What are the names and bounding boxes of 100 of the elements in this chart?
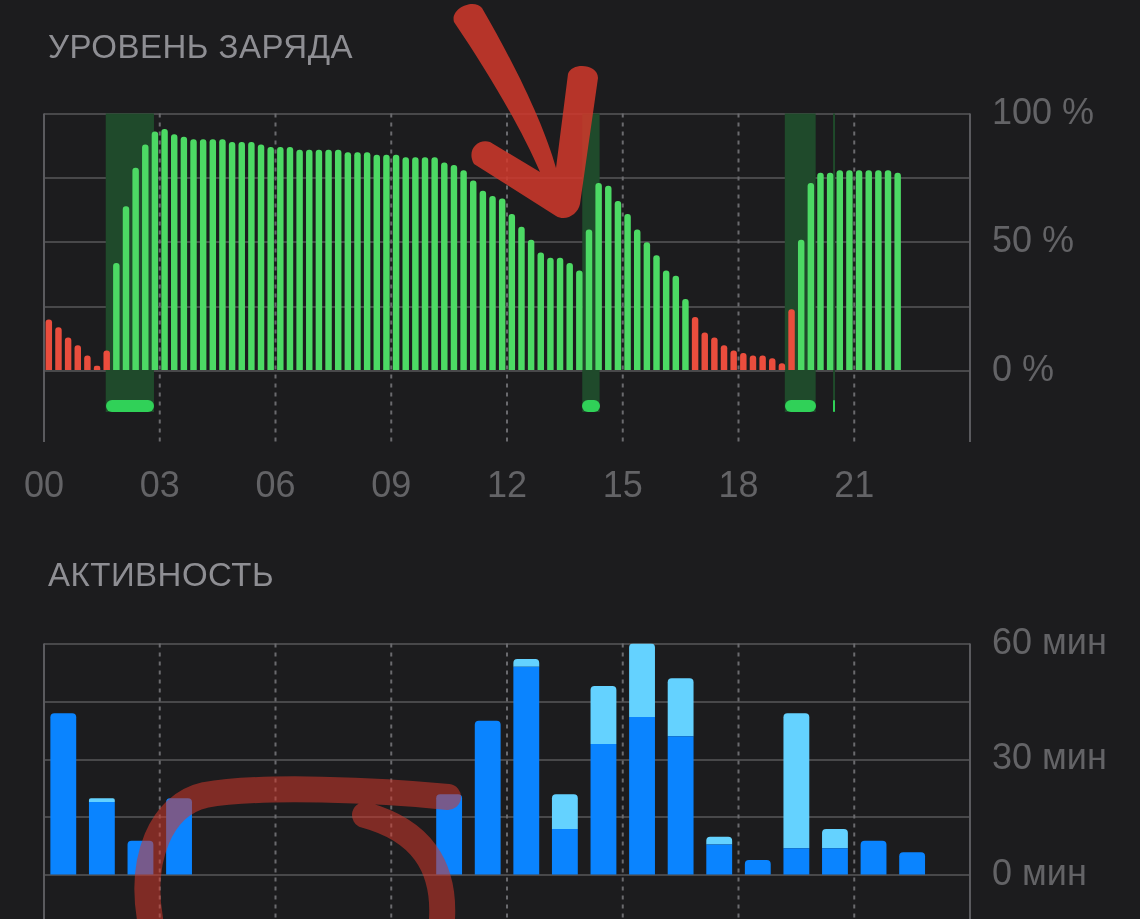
bar — [286, 147, 294, 370]
bar — [855, 170, 863, 370]
bar — [662, 270, 670, 370]
bar — [190, 139, 197, 370]
bar — [122, 206, 130, 370]
y-tick-label: 50 % — [992, 219, 1075, 261]
chart-title: АКТИВНОСТЬ — [48, 556, 275, 594]
bar — [730, 350, 737, 370]
bar — [633, 229, 641, 370]
bar — [363, 152, 371, 370]
bar — [899, 852, 926, 875]
bar — [875, 170, 882, 370]
bar — [88, 802, 115, 875]
bar — [219, 139, 226, 370]
bar — [537, 252, 544, 370]
bar — [846, 170, 853, 370]
bar — [474, 720, 501, 875]
bar — [667, 736, 694, 875]
bar — [624, 213, 631, 370]
y-tick-label: 30 мин — [992, 736, 1107, 778]
bar — [64, 337, 72, 370]
bar — [257, 144, 265, 370]
bar — [228, 141, 236, 370]
bar — [605, 185, 612, 370]
bar — [711, 337, 718, 370]
bar — [682, 298, 689, 370]
bar — [238, 141, 245, 370]
bar — [479, 190, 487, 370]
bar — [590, 686, 617, 745]
bar — [643, 242, 651, 370]
bar — [199, 139, 207, 370]
bar — [527, 239, 535, 370]
bar — [551, 794, 578, 830]
bar — [489, 195, 496, 370]
bar — [441, 162, 448, 370]
bar — [653, 255, 660, 370]
x-tick-label: 06 — [255, 463, 296, 505]
bar — [508, 213, 516, 370]
bar — [556, 257, 564, 370]
y-tick-label: 0 % — [992, 347, 1055, 389]
x-tick-label: 18 — [718, 463, 759, 505]
bar — [498, 198, 506, 370]
x-tick-label: 21 — [834, 463, 875, 505]
bar — [460, 170, 467, 370]
bar — [142, 144, 149, 370]
bar — [402, 157, 409, 370]
bar — [325, 149, 332, 370]
chart-title: УРОВЕНЬ ЗАРЯДА — [48, 28, 354, 66]
bar — [161, 129, 168, 370]
bar — [74, 345, 81, 370]
bar — [585, 229, 593, 370]
bar — [209, 139, 217, 370]
bar — [296, 149, 303, 370]
bar — [595, 183, 602, 370]
bar — [817, 172, 824, 370]
bar — [412, 157, 419, 370]
bar — [706, 836, 733, 845]
x-tick-label: 15 — [602, 463, 643, 505]
bar — [88, 798, 115, 802]
bar — [783, 713, 810, 849]
bar — [127, 840, 154, 875]
bar — [436, 794, 463, 875]
bar — [113, 262, 120, 370]
bar — [470, 180, 477, 370]
bar — [166, 798, 192, 875]
bar — [334, 149, 342, 370]
bar — [667, 678, 694, 737]
bar — [277, 147, 284, 370]
bar — [629, 717, 655, 875]
y-tick-label: 60 мин — [992, 620, 1107, 662]
bar — [614, 201, 622, 370]
bar — [720, 345, 728, 370]
bar — [797, 239, 805, 370]
bar — [306, 149, 313, 370]
bar — [822, 848, 848, 875]
bar — [450, 165, 458, 370]
x-tick-label: 12 — [486, 463, 528, 505]
bar — [267, 147, 274, 370]
bar — [547, 257, 554, 370]
bar — [513, 666, 540, 875]
bar — [788, 309, 795, 370]
bar — [151, 131, 159, 370]
bar — [55, 327, 62, 370]
bar — [865, 170, 872, 370]
bar — [180, 136, 188, 370]
bar — [860, 840, 887, 875]
bar — [884, 170, 892, 370]
bar — [706, 844, 733, 875]
bar — [315, 149, 323, 370]
y-tick-label: 0 мин — [992, 852, 1087, 894]
bar — [392, 154, 400, 370]
bar — [103, 350, 110, 370]
bar — [590, 744, 617, 875]
bar — [822, 829, 848, 849]
bar — [354, 152, 361, 370]
bar — [744, 859, 771, 875]
x-tick-label: 09 — [371, 463, 412, 505]
bar — [344, 152, 352, 370]
bar — [421, 157, 429, 370]
bar — [691, 316, 699, 370]
